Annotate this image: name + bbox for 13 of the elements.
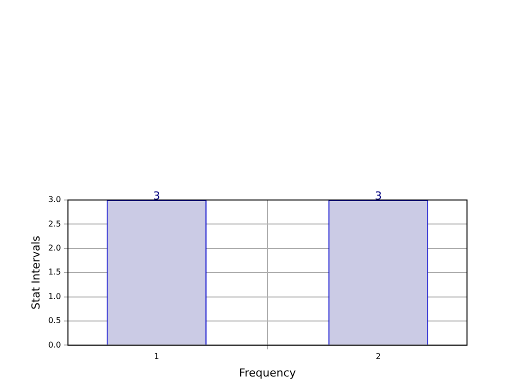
x-axis-title: Frequency bbox=[239, 366, 296, 380]
y-tick-label: 2.0 bbox=[48, 243, 61, 252]
x-tick-label: 2 bbox=[376, 352, 381, 362]
y-tick-label: 3.0 bbox=[48, 195, 61, 204]
y-tick-label: 0.0 bbox=[48, 340, 61, 350]
y-tick-label: 2.5 bbox=[48, 219, 61, 228]
data-label: 3 bbox=[374, 189, 382, 202]
y-tick-label: 1.0 bbox=[48, 292, 61, 301]
x-tick-label: 1 bbox=[154, 352, 160, 362]
data-label: 3 bbox=[153, 189, 160, 202]
y-tick-label: 0.5 bbox=[48, 316, 61, 326]
y-axis-title: Stat Intervals bbox=[29, 235, 42, 310]
y-tick-label: 1.5 bbox=[48, 268, 61, 277]
